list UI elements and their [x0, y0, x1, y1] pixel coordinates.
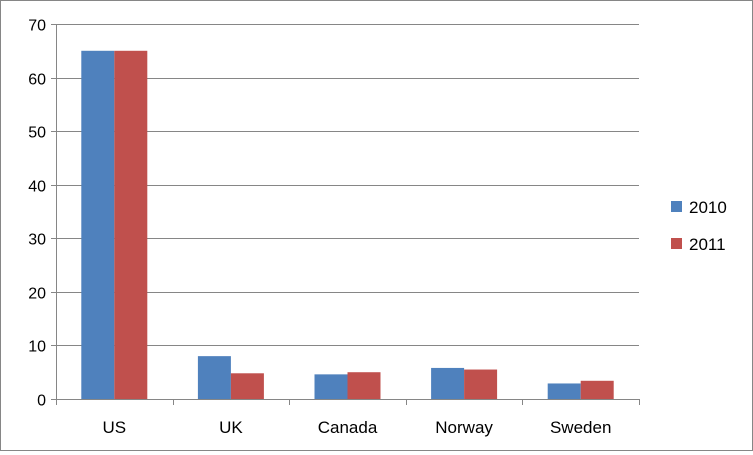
- y-tick-label: 40: [28, 179, 46, 196]
- bar-2010-UK: [197, 356, 231, 399]
- bar-2011-Sweden: [580, 380, 614, 399]
- bar-2011-Norway: [464, 369, 498, 399]
- legend: 2010 2011: [671, 198, 727, 254]
- x-tick-label: Canada: [318, 418, 378, 437]
- x-tick-label: US: [102, 418, 126, 437]
- y-tick-label: 10: [28, 339, 46, 356]
- bar-2010-Canada: [314, 374, 348, 399]
- x-tick-label: UK: [219, 418, 243, 437]
- legend-label: 2010: [689, 198, 727, 217]
- bars: [81, 50, 614, 400]
- legend-swatch-2011: [671, 238, 682, 249]
- legend-swatch-2010: [671, 201, 682, 212]
- gridlines: [56, 24, 639, 346]
- y-tick-label: 50: [28, 125, 46, 142]
- y-tick-labels: 0 10 20 30 40 50 60 70: [28, 18, 46, 410]
- bar-2010-US: [81, 50, 115, 400]
- y-tick-label: 20: [28, 286, 46, 303]
- legend-label: 2011: [689, 235, 726, 254]
- axes: [51, 24, 640, 405]
- bar-2010-Sweden: [547, 383, 581, 399]
- bar-2011-Canada: [347, 372, 381, 399]
- bar-2010-Norway: [431, 367, 465, 399]
- x-tick-labels: US UK Canada Norway Sweden: [102, 418, 611, 437]
- y-tick-label: 60: [28, 72, 46, 89]
- x-tick-label: Norway: [435, 418, 493, 437]
- y-tick-label: 70: [28, 18, 46, 35]
- y-tick-label: 0: [37, 393, 46, 410]
- y-tick-label: 30: [28, 232, 46, 249]
- bar-2011-US: [114, 50, 148, 400]
- x-tick-label: Sweden: [550, 418, 611, 437]
- bar-2011-UK: [230, 373, 264, 399]
